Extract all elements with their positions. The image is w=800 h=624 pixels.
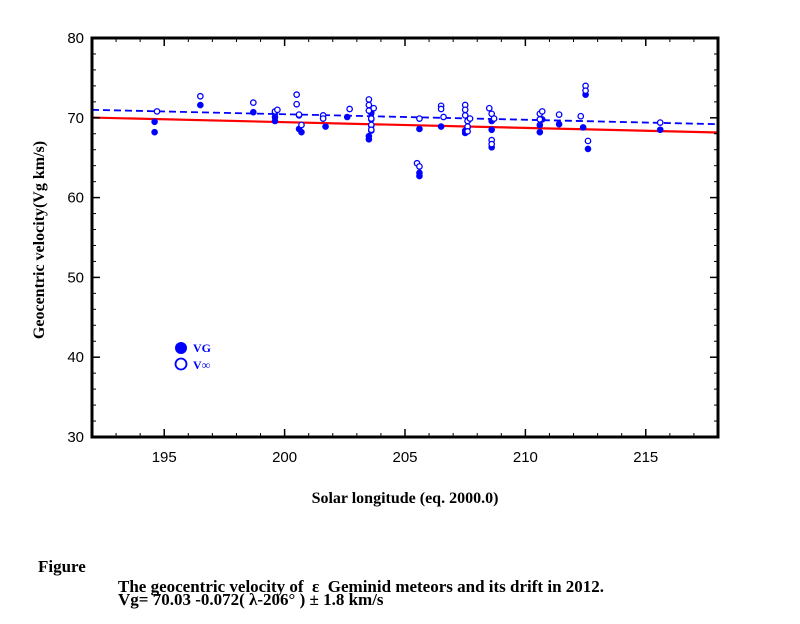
point-vinf xyxy=(461,112,469,119)
point-vg xyxy=(584,145,592,153)
point-vg xyxy=(151,118,158,126)
x-tick-label: 200 xyxy=(272,449,297,466)
point-vg xyxy=(250,108,257,116)
y-tick-label: 50 xyxy=(67,269,84,286)
point-vinf xyxy=(466,115,474,122)
y-tick-label: 40 xyxy=(67,349,84,366)
point-vinf xyxy=(536,116,544,123)
point-vinf xyxy=(440,113,447,121)
point-vinf xyxy=(293,100,301,108)
point-vinf xyxy=(582,87,589,95)
point-vinf xyxy=(437,105,445,113)
point-vinf xyxy=(656,119,664,126)
point-vinf xyxy=(153,108,161,115)
point-vg xyxy=(416,125,423,133)
point-vg xyxy=(416,169,423,177)
point-vinf xyxy=(538,108,546,115)
point-vinf xyxy=(370,104,378,112)
x-tick-label: 215 xyxy=(633,449,658,466)
point-vg xyxy=(536,128,544,136)
axis-ticks xyxy=(91,37,719,438)
point-vinf xyxy=(584,137,592,145)
y-tick-label: 80 xyxy=(67,30,84,47)
point-vinf xyxy=(367,115,375,122)
point-vinf xyxy=(274,106,281,114)
point-vinf xyxy=(485,104,493,112)
point-vg xyxy=(151,128,158,136)
caption-formula: Vg= 70.03 -0.072( λ-206° ) ± 1.8 km/s xyxy=(118,590,384,609)
fit-lines xyxy=(91,108,719,134)
y-tick-label: 60 xyxy=(67,190,84,207)
legend-marker-vg xyxy=(175,342,187,354)
point-vg xyxy=(197,101,204,109)
point-vinf xyxy=(416,115,423,122)
point-vinf xyxy=(298,121,305,129)
point-vinf xyxy=(488,140,496,148)
legend: VG V∞ xyxy=(174,341,211,372)
point-vinf xyxy=(461,106,469,114)
tick-labels: 195 200 205 210 215 30 40 50 60 70 80 xyxy=(67,30,658,466)
y-tick-label: 70 xyxy=(67,110,84,127)
point-vg xyxy=(488,126,495,134)
caption-line-2: Vg= 70.03 -0.072( λ-206° ) ± 1.8 km/s xyxy=(0,570,800,610)
plot-frame xyxy=(90,36,720,439)
point-vg xyxy=(365,132,373,140)
x-axis-title: Solar longitude (eq. 2000.0) xyxy=(312,490,499,507)
x-tick-label: 210 xyxy=(513,449,538,466)
point-vg xyxy=(343,113,351,121)
point-vinf xyxy=(490,115,498,122)
legend-label-vg: VG xyxy=(193,341,211,355)
caption-line-1: Figure The geocentric velocity of ε Gemi… xyxy=(0,537,800,597)
fit-line-dashed xyxy=(91,108,719,126)
point-vinf xyxy=(464,128,471,135)
x-tick-label: 205 xyxy=(392,449,417,466)
point-vinf xyxy=(346,105,353,113)
x-tick-label: 195 xyxy=(152,449,177,466)
point-vinf xyxy=(365,96,373,103)
data-points xyxy=(151,82,664,180)
point-vinf xyxy=(367,126,375,134)
caption-title: The geocentric velocity of ε Geminid met… xyxy=(118,577,605,596)
point-vinf xyxy=(577,112,585,120)
y-axis-title: Geocentric velocity(Vg km/s) xyxy=(31,141,48,339)
point-vinf xyxy=(319,115,327,122)
point-vg xyxy=(437,123,445,130)
legend-label-vinf: V∞ xyxy=(193,358,211,372)
point-vinf xyxy=(416,163,423,170)
point-vg xyxy=(555,120,563,128)
point-vg xyxy=(536,121,544,129)
caption-label: Figure xyxy=(38,557,86,576)
point-vinf xyxy=(295,111,303,118)
point-vg xyxy=(579,124,587,131)
legend-marker-vinf xyxy=(174,357,188,371)
point-vinf xyxy=(196,92,204,100)
y-tick-label: 30 xyxy=(67,429,84,446)
point-vinf xyxy=(555,111,563,118)
point-vg xyxy=(298,128,305,136)
point-vg xyxy=(656,126,664,134)
point-vinf xyxy=(293,91,301,99)
fit-line-solid xyxy=(91,116,719,134)
point-vg xyxy=(322,123,329,130)
point-vinf xyxy=(249,99,257,106)
